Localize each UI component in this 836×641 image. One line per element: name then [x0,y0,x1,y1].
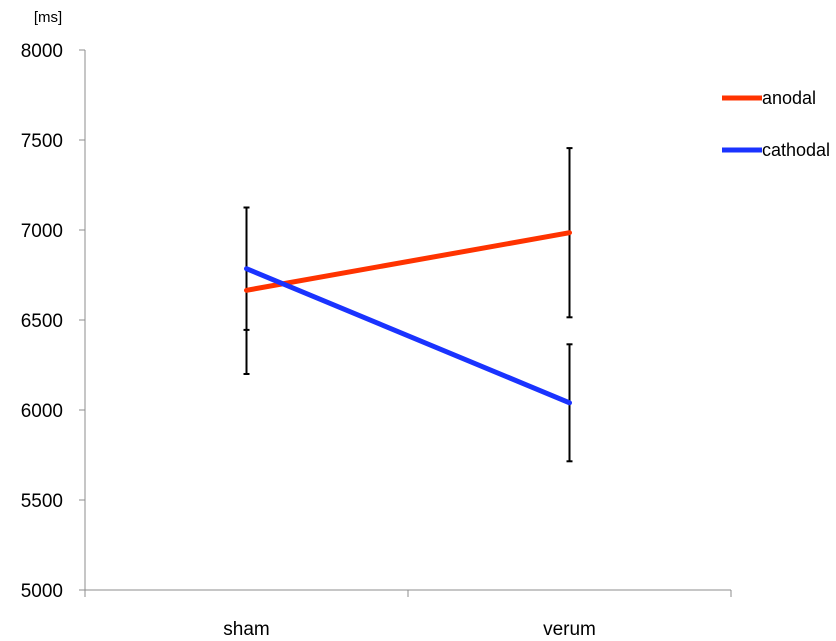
legend-label-anodal: anodal [762,88,816,108]
y-tick-label: 7500 [21,131,63,152]
data-point-cathodal [244,266,249,271]
y-tick-label: 6500 [21,311,63,332]
data-point-anodal [567,230,572,235]
y-tick-label: 7000 [21,221,63,242]
y-tick-label: 5500 [21,491,63,512]
plot-area [84,50,731,591]
series-lines [244,230,572,406]
y-axis-unit-label: [ms] [34,9,62,26]
series-line-cathodal [244,266,572,406]
data-point-cathodal [567,400,572,405]
x-tick-label: sham [223,619,269,640]
y-axis-ticks: 5000 5500 6000 6500 7000 7500 8000 [21,41,85,602]
legend: anodal cathodal [722,88,830,160]
y-tick-label: 5000 [21,581,63,602]
error-bars [243,147,573,463]
data-point-anodal [244,288,249,293]
y-tick-label: 6000 [21,401,63,422]
x-tick-label: verum [543,619,596,640]
y-tick-label: 8000 [21,41,63,62]
legend-label-cathodal: cathodal [762,140,830,160]
x-axis-ticks: sham verum [84,590,732,640]
series-line-anodal [244,230,572,293]
